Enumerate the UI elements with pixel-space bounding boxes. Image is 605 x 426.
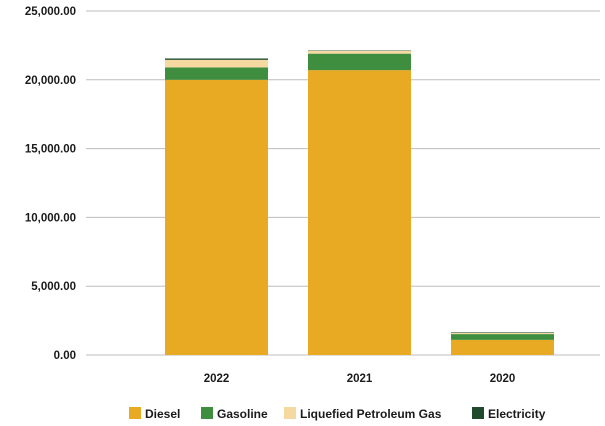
legend-label: Liquefied Petroleum Gas (300, 407, 442, 421)
legend: Diesel Gasoline Liquefied Petroleum Gas Ele… (129, 407, 546, 421)
bar-2020-diesel (451, 339, 554, 355)
legend-label: Diesel (145, 407, 180, 421)
legend-label: Electricity (488, 407, 546, 421)
y-tick-label: 10,000.00 (25, 212, 76, 224)
bar-2022-liquefied-petroleum-gas (165, 59, 268, 68)
x-tick-label: 2020 (490, 373, 516, 385)
bars (165, 50, 554, 356)
bar-2020-gasoline (451, 334, 554, 340)
bar-2022-diesel (165, 79, 268, 356)
y-tick-label: 25,000.00 (25, 6, 76, 18)
legend-swatch (472, 407, 484, 419)
y-axis-tick-labels: 0.00 5,000.00 10,000.00 15,000.00 20,000.00 2… (25, 6, 76, 362)
bar-2022-gasoline (165, 67, 268, 80)
legend-swatch (129, 407, 141, 419)
bar-2022-electricity (165, 58, 268, 60)
y-tick-label: 5,000.00 (31, 281, 76, 293)
bar-2020-electricity (451, 332, 554, 333)
legend-swatch (284, 407, 296, 419)
bar-2020-liquefied-petroleum-gas (451, 332, 554, 335)
y-tick-label: 0.00 (54, 350, 76, 362)
x-tick-label: 2021 (347, 373, 373, 385)
x-axis-tick-labels: 2022 2021 2020 (204, 373, 516, 385)
bar-2021-diesel (308, 70, 411, 355)
bar-2021-gasoline (308, 53, 411, 71)
y-tick-label: 20,000.00 (25, 75, 76, 87)
y-tick-label: 15,000.00 (25, 144, 76, 156)
bar-2021-liquefied-petroleum-gas (308, 50, 411, 54)
x-tick-label: 2022 (204, 373, 230, 385)
legend-label: Gasoline (217, 407, 268, 421)
legend-swatch (201, 407, 213, 419)
